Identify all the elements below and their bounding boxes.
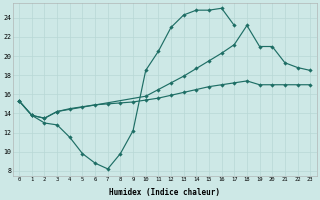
X-axis label: Humidex (Indice chaleur): Humidex (Indice chaleur) [109,188,220,197]
